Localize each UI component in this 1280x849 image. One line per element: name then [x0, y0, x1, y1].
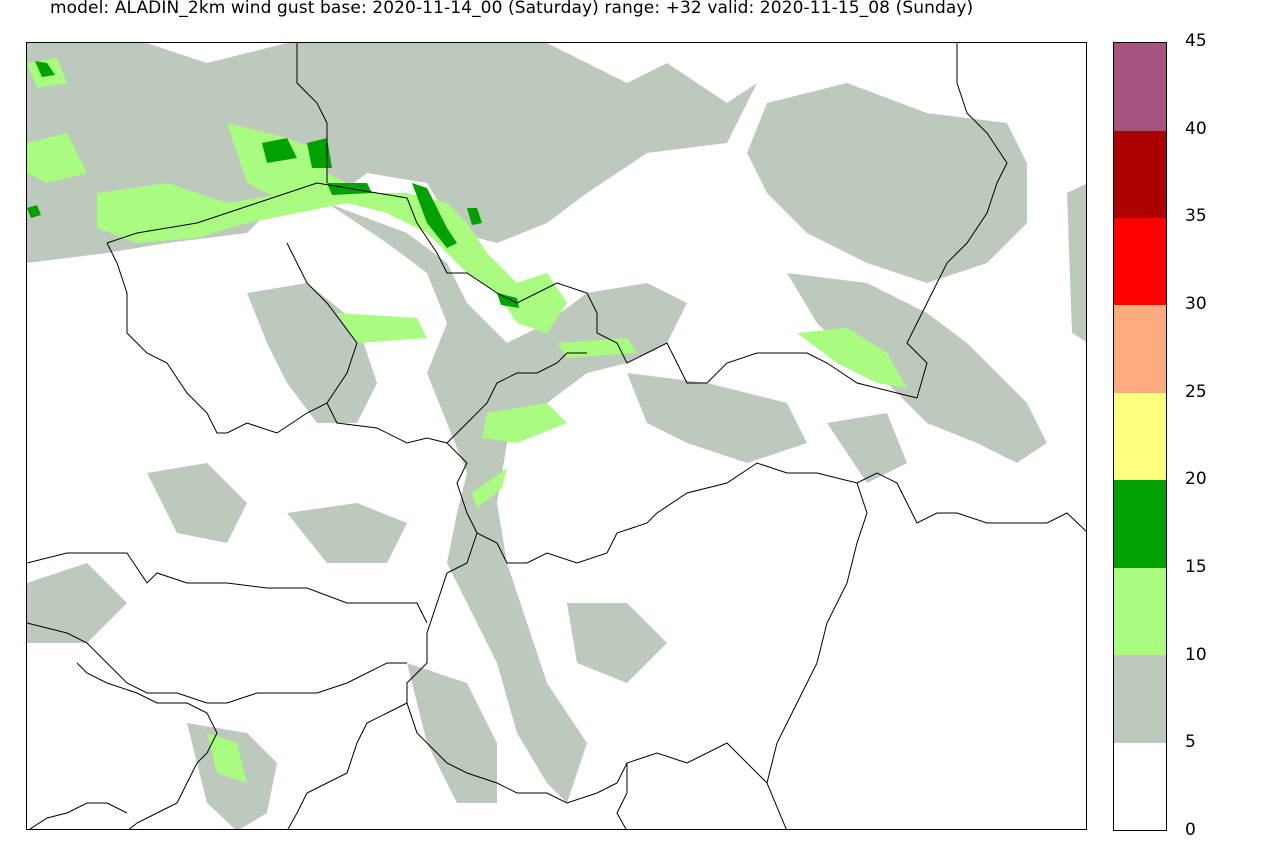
legend-label: 45 [1185, 31, 1207, 51]
legend-swatch-10-15 [1114, 567, 1166, 656]
map-title: model: ALADIN_2km wind gust base: 2020-1… [50, 0, 974, 18]
legend-label: 25 [1185, 381, 1207, 402]
legend-colorbar [1113, 42, 1167, 831]
legend-label: 10 [1185, 644, 1207, 665]
map-canvas [27, 43, 1086, 829]
legend-swatch-35-40 [1114, 130, 1166, 218]
gust-15-20-regions [27, 61, 519, 308]
legend-label: 5 [1185, 732, 1196, 753]
legend-label: 20 [1185, 469, 1207, 490]
legend-swatch-0-5 [1114, 742, 1166, 830]
legend-swatch-5-10 [1114, 655, 1166, 743]
legend-swatch-40-45 [1114, 43, 1166, 131]
legend-label: 40 [1185, 118, 1207, 139]
legend-swatch-25-30 [1114, 305, 1166, 393]
legend-label: 30 [1185, 294, 1207, 314]
legend-swatch-30-35 [1114, 217, 1166, 306]
gust-5-10-regions [27, 43, 1086, 829]
legend-swatch-15-20 [1114, 480, 1166, 568]
legend-label: 15 [1185, 557, 1207, 577]
legend-label: 0 [1185, 820, 1196, 840]
legend-label: 35 [1185, 206, 1207, 227]
country-borders [27, 43, 1086, 829]
legend-swatch-20-25 [1114, 392, 1166, 481]
wind-gust-map [26, 42, 1087, 830]
